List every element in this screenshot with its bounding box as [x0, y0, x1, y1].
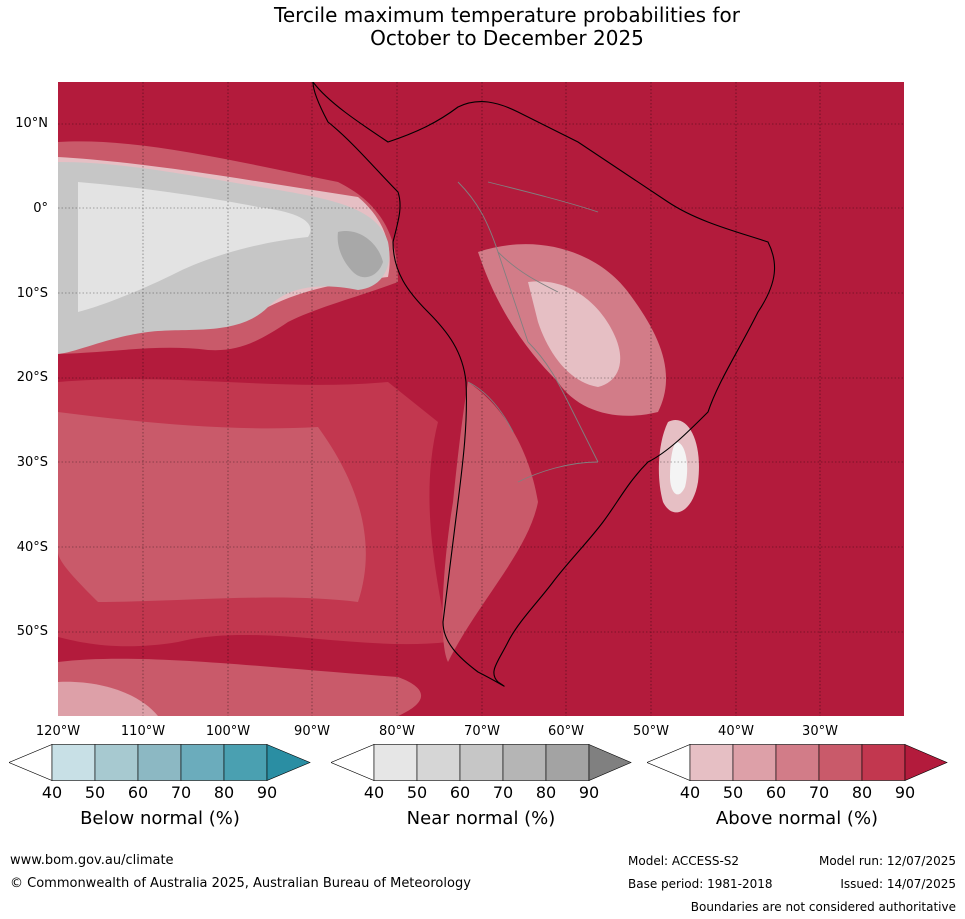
- colorbar-near-title: Near normal (%): [406, 808, 556, 829]
- cb-below-tick-70: 70: [170, 783, 192, 802]
- cb-below-seg-2: [94, 744, 139, 781]
- cb-near-seg-5: [545, 744, 590, 781]
- lon-label-30w: 30°W: [802, 724, 838, 739]
- website-link[interactable]: www.bom.gov.au/climate: [10, 853, 174, 868]
- coastline: [312, 82, 776, 687]
- copyright-text: © Commonwealth of Australia 2025, Austra…: [10, 876, 471, 891]
- cb-above-tick-70: 70: [808, 783, 830, 802]
- national-borders: [457, 181, 599, 483]
- colorbar-above: [647, 744, 948, 781]
- cb-near-tick-60: 60: [449, 783, 471, 802]
- cb-above-seg-5: [861, 744, 906, 781]
- cb-above-tick-90: 90: [894, 783, 916, 802]
- cb-above-seg-4: [818, 744, 863, 781]
- map-canvas: [58, 82, 904, 716]
- disclaimer-text: Boundaries are not considered authoritat…: [690, 900, 956, 914]
- cb-near-seg-6: [588, 744, 632, 781]
- cb-above-seg-6: [904, 744, 948, 781]
- lat-label-50s: 50°S: [16, 624, 48, 639]
- cb-above-seg-3: [775, 744, 820, 781]
- above-50-south: [58, 681, 158, 716]
- cb-below-seg-3: [137, 744, 182, 781]
- cb-near-seg-1: [373, 744, 418, 781]
- lat-label-20s: 20°S: [16, 370, 48, 385]
- lon-label-70w: 70°W: [464, 724, 500, 739]
- base-period-text: Base period: 1981-2018: [628, 877, 773, 891]
- colorbar-below-title: Below normal (%): [80, 808, 240, 829]
- cb-above-seg-1: [689, 744, 734, 781]
- cb-below-tick-80: 80: [213, 783, 235, 802]
- lon-label-90w: 90°W: [294, 724, 330, 739]
- cb-above-seg-0: [647, 744, 691, 781]
- cb-below-tick-90: 90: [256, 783, 278, 802]
- lat-label-30s: 30°S: [16, 455, 48, 470]
- title-line-1: Tercile maximum temperature probabilitie…: [274, 3, 740, 27]
- colorbar-below: [9, 744, 311, 781]
- cb-near-seg-0: [331, 744, 375, 781]
- cb-below-tick-60: 60: [127, 783, 149, 802]
- cb-below-tick-40: 40: [41, 783, 63, 802]
- issued-text: Issued: 14/07/2025: [840, 877, 956, 891]
- cb-near-seg-3: [459, 744, 504, 781]
- above-70-cone: [442, 382, 538, 662]
- model-text: Model: ACCESS-S2: [628, 854, 740, 868]
- above-70-south: [58, 658, 422, 716]
- near-50-patch: [78, 182, 311, 312]
- lon-label-80w: 80°W: [379, 724, 415, 739]
- cb-above-tick-60: 60: [765, 783, 787, 802]
- cb-near-tick-90: 90: [578, 783, 600, 802]
- cb-near-tick-50: 50: [406, 783, 428, 802]
- cb-below-seg-6: [266, 744, 311, 781]
- cb-below-seg-5: [223, 744, 268, 781]
- lon-label-50w: 50°W: [633, 724, 669, 739]
- chart-title: Tercile maximum temperature probabilitie…: [0, 4, 965, 50]
- cb-near-tick-80: 80: [535, 783, 557, 802]
- above-70-pacific: [58, 412, 366, 602]
- lon-label-40w: 40°W: [718, 724, 754, 739]
- cb-near-tick-70: 70: [492, 783, 514, 802]
- near-50-atlantic: [670, 442, 688, 495]
- cb-above-seg-2: [732, 744, 777, 781]
- colorbar-near: [331, 744, 632, 781]
- cb-near-seg-2: [416, 744, 461, 781]
- title-line-2: October to December 2025: [370, 26, 644, 50]
- colorbar-above-title: Above normal (%): [715, 808, 879, 829]
- cb-above-tick-40: 40: [679, 783, 701, 802]
- lon-label-100w: 100°W: [205, 724, 251, 739]
- lon-label-60w: 60°W: [548, 724, 584, 739]
- probability-map: [58, 82, 904, 716]
- cb-near-tick-40: 40: [363, 783, 385, 802]
- lon-label-120w: 120°W: [35, 724, 81, 739]
- lat-label-0: 0°: [33, 201, 48, 216]
- cb-above-tick-50: 50: [722, 783, 744, 802]
- lat-label-40s: 40°S: [16, 540, 48, 555]
- cb-above-tick-80: 80: [851, 783, 873, 802]
- lat-label-10s: 10°S: [16, 286, 48, 301]
- model-run-text: Model run: 12/07/2025: [818, 854, 956, 868]
- cb-below-seg-4: [180, 744, 225, 781]
- near-80-patch: [337, 231, 383, 278]
- above-40-brazil: [528, 281, 621, 387]
- graticule: [58, 82, 904, 716]
- lat-label-10n: 10°N: [15, 116, 48, 131]
- lon-label-110w: 110°W: [120, 724, 166, 739]
- cb-below-seg-0: [9, 744, 53, 781]
- cb-below-tick-50: 50: [84, 783, 106, 802]
- cb-near-seg-4: [502, 744, 547, 781]
- cb-below-seg-1: [51, 744, 96, 781]
